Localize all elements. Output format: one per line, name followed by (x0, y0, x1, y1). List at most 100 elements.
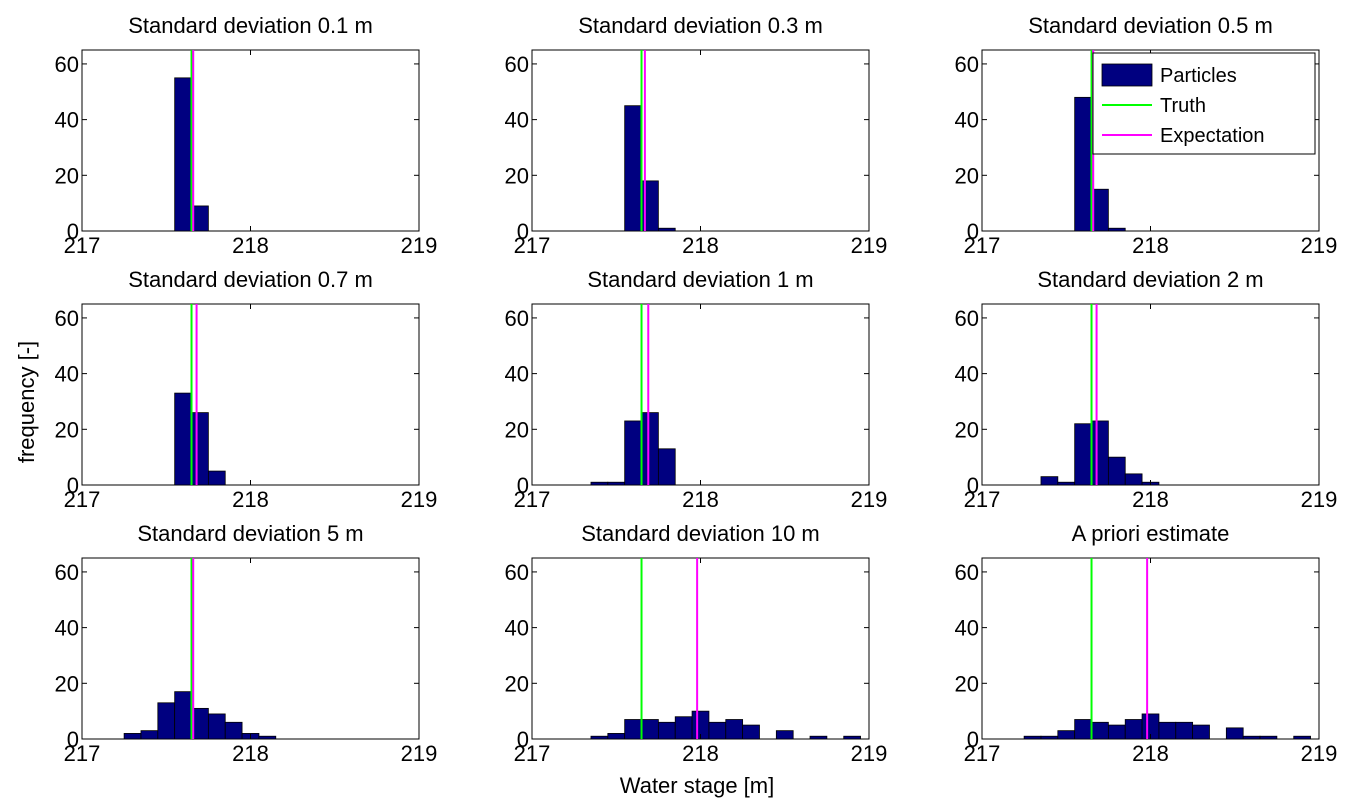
histogram-bar (224, 721, 243, 740)
histogram-bar (191, 412, 209, 486)
x-axis-label: Water stage [m] (620, 773, 774, 798)
histogram-bar (258, 735, 277, 740)
y-tick-label: 40 (955, 108, 979, 133)
panel-6: Standard deviation 2 m 0 20 40 60 217 218 219 (955, 267, 1338, 512)
x-tick-label: 219 (851, 487, 888, 512)
y-tick-label: 0 (67, 219, 79, 244)
histogram-bar (1057, 481, 1076, 486)
histogram-bar (657, 227, 676, 232)
panel-8: Standard deviation 10 m 0 20 40 60 217 218 219 (505, 521, 888, 766)
histogram-bar (123, 733, 142, 740)
x-tick-label: 217 (964, 233, 1001, 258)
y-tick-label: 20 (955, 163, 979, 188)
histogram-bar (1293, 735, 1311, 740)
histogram-bar (674, 716, 693, 740)
y-tick-label: 40 (505, 616, 529, 641)
y-tick-label: 60 (505, 306, 529, 331)
histogram-bar (657, 448, 676, 486)
y-tick-label: 40 (505, 362, 529, 387)
histogram-bar (1192, 724, 1210, 740)
histogram-bar (590, 735, 609, 740)
histogram-bar (140, 730, 159, 740)
panel-title: Standard deviation 0.1 m (128, 13, 373, 38)
panel-title: Standard deviation 0.5 m (1028, 13, 1273, 38)
y-tick-label: 60 (955, 52, 979, 77)
y-tick-label: 40 (505, 108, 529, 133)
x-tick-label: 219 (401, 741, 438, 766)
y-tick-label: 0 (967, 473, 979, 498)
histogram-bar (1074, 96, 1092, 232)
histogram-bar (742, 724, 760, 740)
x-tick-label: 219 (401, 487, 438, 512)
x-tick-label: 219 (401, 233, 438, 258)
histogram-bar (641, 719, 659, 740)
x-tick-label: 217 (64, 487, 101, 512)
legend: Particles Truth Expectation (1092, 52, 1316, 155)
axes-box (981, 557, 1320, 740)
axes-box (81, 49, 420, 232)
panel-9: A priori estimate 0 20 40 60 217 218 219 (955, 521, 1338, 766)
axes-box (531, 303, 870, 486)
y-tick-label: 20 (55, 417, 79, 442)
x-tick-label: 218 (232, 487, 269, 512)
x-tick-label: 219 (1301, 741, 1338, 766)
panel-5: Standard deviation 1 m 0 20 40 60 217 218 219 (505, 267, 888, 512)
panel-title: Standard deviation 0.3 m (578, 13, 823, 38)
y-tick-label: 0 (67, 727, 79, 752)
legend-label: Truth (1160, 95, 1206, 117)
x-tick-label: 218 (682, 741, 719, 766)
axes-box (531, 49, 870, 232)
legend-swatch-particles (1101, 63, 1153, 87)
y-tick-label: 40 (55, 362, 79, 387)
y-tick-label: 20 (505, 163, 529, 188)
panel-title: Standard deviation 0.7 m (128, 267, 373, 292)
y-tick-label: 60 (505, 560, 529, 585)
x-tick-label: 218 (232, 233, 269, 258)
panel-2: Standard deviation 0.3 m 0 20 40 60 217 218 219 (505, 13, 888, 258)
histogram-bar (708, 721, 727, 740)
x-tick-label: 219 (851, 741, 888, 766)
y-tick-label: 20 (505, 671, 529, 696)
histogram-bar (1124, 473, 1143, 486)
panel-4: Standard deviation 0.7 m 0 20 40 60 217 218 219 (55, 267, 438, 512)
y-tick-label: 0 (67, 473, 79, 498)
histogram-bar (1074, 719, 1092, 740)
y-tick-label: 0 (517, 727, 529, 752)
histogram-bar (1225, 727, 1244, 740)
histogram-bar (1175, 721, 1194, 740)
histogram-bar (157, 702, 176, 740)
y-tick-label: 40 (55, 108, 79, 133)
histogram-bar (641, 412, 659, 486)
y-tick-label: 60 (955, 560, 979, 585)
y-tick-label: 0 (967, 727, 979, 752)
x-tick-label: 217 (964, 741, 1001, 766)
x-tick-label: 217 (514, 233, 551, 258)
y-tick-label: 0 (967, 219, 979, 244)
histogram-bar (624, 420, 642, 486)
histogram-bar (1107, 456, 1126, 486)
histogram-bar (1242, 735, 1261, 740)
histogram-bar (843, 735, 861, 740)
histogram-bar (775, 730, 794, 740)
y-tick-label: 60 (955, 306, 979, 331)
histogram-bar (809, 735, 828, 740)
axes-box (981, 303, 1320, 486)
histogram-bar (1074, 423, 1092, 486)
histogram-bar (174, 691, 192, 740)
y-tick-label: 60 (55, 306, 79, 331)
panel-7: Standard deviation 5 m 0 20 40 60 217 218 219 (55, 521, 438, 766)
x-tick-label: 217 (514, 741, 551, 766)
y-tick-label: 60 (505, 52, 529, 77)
y-axis-label: frequency [-] (14, 341, 39, 463)
histogram-bar (1158, 721, 1177, 740)
panel-title: Standard deviation 1 m (587, 267, 813, 292)
y-tick-label: 20 (505, 417, 529, 442)
y-tick-label: 40 (55, 616, 79, 641)
y-tick-label: 20 (55, 671, 79, 696)
x-tick-label: 217 (964, 487, 1001, 512)
panel-title: A priori estimate (1072, 521, 1230, 546)
histogram-bar (1107, 724, 1126, 740)
histogram-bar (624, 105, 642, 232)
histogram-bar (174, 392, 192, 486)
